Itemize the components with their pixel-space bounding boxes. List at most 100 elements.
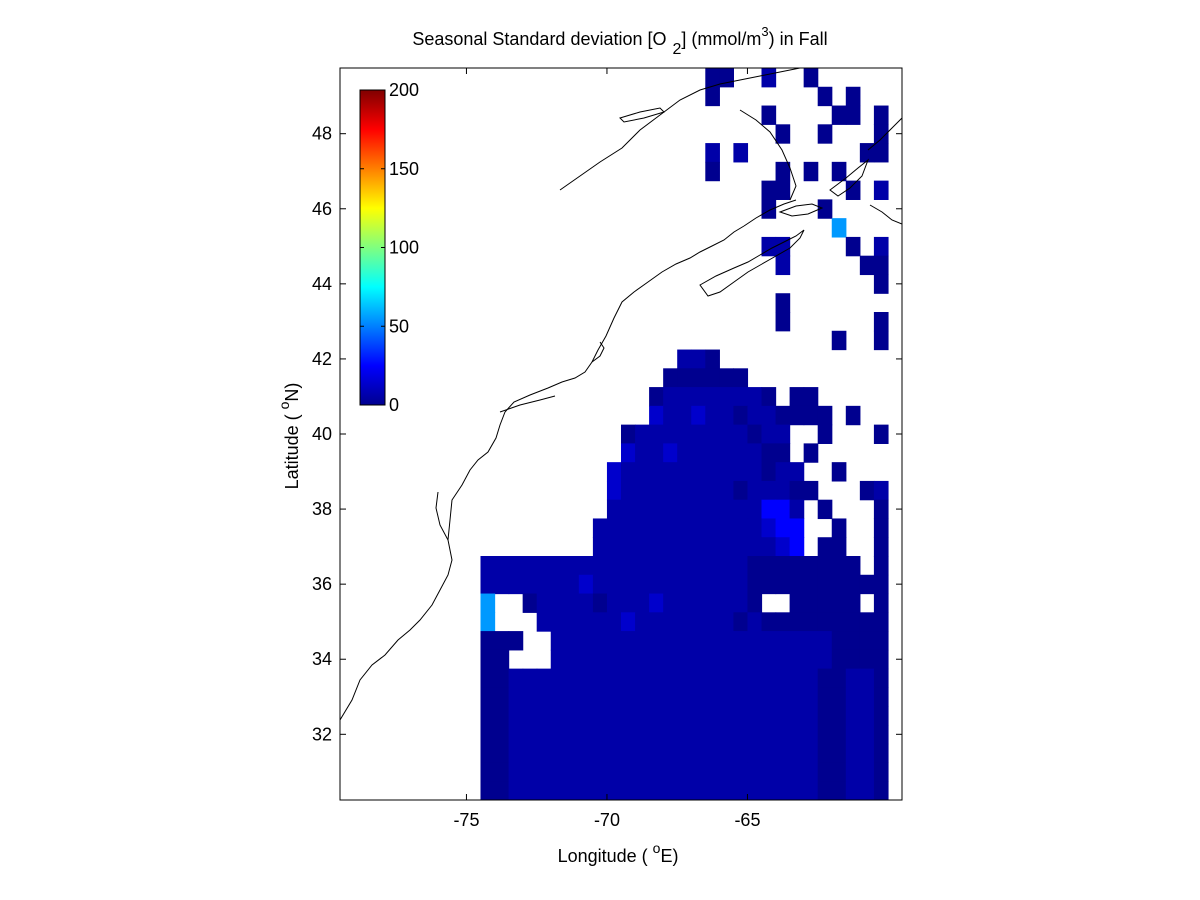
heatmap-cell <box>719 462 734 482</box>
heatmap-cell <box>663 480 678 501</box>
heatmap-cell <box>873 105 889 125</box>
heatmap-cell <box>845 405 861 426</box>
heatmap-cell <box>564 649 580 670</box>
heatmap-cell <box>663 499 678 520</box>
heatmap-cell <box>803 668 819 688</box>
heatmap-cell <box>550 631 566 651</box>
heatmap-cell <box>550 762 566 782</box>
heatmap-cell <box>508 743 524 764</box>
heatmap-cell <box>761 556 777 576</box>
heatmap-cell <box>719 424 734 444</box>
heatmap-cell <box>536 781 552 800</box>
heatmap-cell <box>859 631 875 651</box>
heatmap-cell <box>761 443 777 463</box>
heatmap-cell <box>564 556 580 576</box>
heatmap-cell <box>719 724 734 745</box>
heatmap-cell <box>803 556 819 576</box>
heatmap-cell <box>663 687 678 707</box>
heatmap-cell <box>480 631 496 651</box>
heatmap-cell <box>606 743 622 764</box>
heatmap-cell <box>621 593 636 613</box>
heatmap-cell <box>845 668 861 688</box>
heatmap-cell <box>747 743 763 764</box>
heatmap-cell <box>817 405 833 426</box>
heatmap-cell <box>649 668 664 688</box>
heatmap-cell <box>789 574 805 595</box>
heatmap-cell <box>663 443 678 463</box>
heatmap-cell <box>747 480 763 501</box>
heatmap-cell <box>747 724 763 745</box>
heatmap-cell <box>606 668 622 688</box>
heatmap-cell <box>592 593 608 613</box>
heatmap-cell <box>845 687 861 707</box>
heatmap-cell <box>592 706 608 726</box>
heatmap-cell <box>564 668 580 688</box>
heatmap-cell <box>480 593 496 613</box>
heatmap-cell <box>831 518 847 538</box>
heatmap-cell <box>831 462 847 482</box>
heatmap-cell <box>592 687 608 707</box>
heatmap-cell <box>859 255 875 276</box>
heatmap-cell <box>691 443 706 463</box>
heatmap-cell <box>691 537 706 557</box>
heatmap-cell <box>859 612 875 632</box>
heatmap-cell <box>606 706 622 726</box>
heatmap-cell <box>761 518 777 538</box>
heatmap-cell <box>747 443 763 463</box>
heatmap-cell <box>747 556 763 576</box>
heatmap-cell <box>733 424 749 444</box>
heatmap-cell <box>845 574 861 595</box>
heatmap-cell <box>592 668 608 688</box>
heatmap-cell <box>789 649 805 670</box>
heatmap-cell <box>705 443 720 463</box>
heatmap-cell <box>705 86 720 107</box>
heatmap-cell <box>522 706 538 726</box>
heatmap-cell <box>635 612 650 632</box>
heatmap-cell <box>677 668 692 688</box>
heatmap-cell <box>705 349 720 369</box>
coastline-newfoundland <box>867 117 902 151</box>
x-axis-label: Longitude ( oE) <box>558 840 679 866</box>
heatmap-cell <box>775 293 791 313</box>
heatmap-cell <box>635 724 650 745</box>
heatmap-cell <box>649 781 664 800</box>
heatmap-cell <box>705 499 720 520</box>
heatmap-cell <box>873 781 889 800</box>
heatmap-cell <box>592 743 608 764</box>
heatmap-cell <box>550 781 566 800</box>
heatmap-cell <box>859 762 875 782</box>
heatmap-cell <box>705 424 720 444</box>
heatmap-cell <box>803 161 819 182</box>
colorbar-ticks: 0 50 100 150 200 <box>360 80 419 415</box>
heatmap-cell <box>845 649 861 670</box>
heatmap-cell <box>677 387 692 407</box>
heatmap-cell <box>831 706 847 726</box>
heatmap-cell <box>536 556 552 576</box>
heatmap-cell <box>663 706 678 726</box>
heatmap-cell <box>536 612 552 632</box>
heatmap-cell <box>831 631 847 651</box>
coastline-cape-cod <box>591 341 605 363</box>
heatmap-cell <box>649 631 664 651</box>
heatmap-cell <box>817 781 833 800</box>
heatmap-cell <box>803 724 819 745</box>
heatmap-cell <box>775 687 791 707</box>
heatmap-cell <box>621 706 636 726</box>
heatmap-cell <box>873 743 889 764</box>
heatmap-cell <box>494 743 510 764</box>
heatmap-cell <box>761 480 777 501</box>
heatmap-cell <box>621 574 636 595</box>
heatmap-cell <box>635 537 650 557</box>
heatmap-cell <box>578 781 594 800</box>
heatmap-cell <box>663 593 678 613</box>
heatmap-cell <box>649 537 664 557</box>
heatmap-cell <box>621 668 636 688</box>
heatmap-cell <box>817 556 833 576</box>
heatmap-cell <box>859 668 875 688</box>
heatmap-cell <box>845 781 861 800</box>
heatmap-cell <box>761 180 777 200</box>
heatmap-cell <box>719 668 734 688</box>
colorbar: 0 50 100 150 200 <box>359 80 419 415</box>
heatmap-cell <box>649 424 664 444</box>
heatmap-cell <box>606 649 622 670</box>
